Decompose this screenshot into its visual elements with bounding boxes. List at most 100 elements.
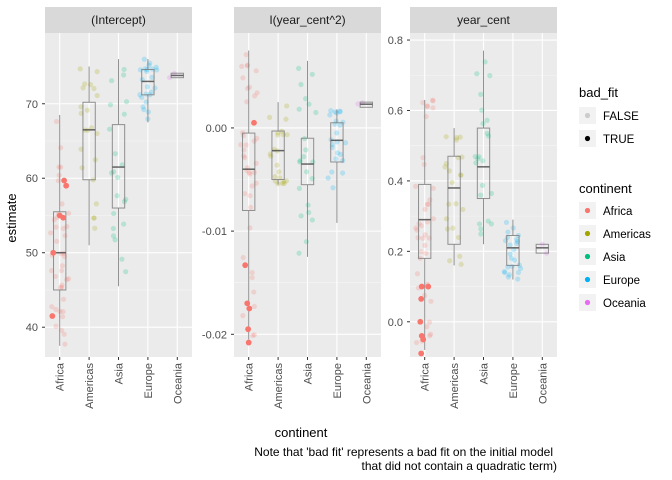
data-point	[514, 236, 520, 243]
data-point	[450, 225, 456, 231]
x-tick-label-asia: Asia	[303, 362, 315, 384]
data-point	[422, 242, 428, 248]
bad-fit-point	[251, 119, 257, 126]
bad-fit-point	[61, 177, 68, 184]
data-point	[502, 269, 508, 276]
data-point	[112, 151, 118, 157]
data-point	[53, 323, 59, 329]
box-europe	[330, 109, 344, 223]
data-point	[60, 309, 66, 315]
legend-symbol-oceania	[584, 299, 591, 306]
data-point	[243, 52, 249, 58]
data-point	[109, 78, 115, 84]
data-point	[253, 68, 259, 74]
bad-fit-point	[418, 283, 425, 290]
data-point	[240, 133, 247, 139]
data-point	[110, 233, 117, 239]
data-point	[442, 164, 448, 170]
legend-symbol-true	[584, 135, 591, 142]
legend-label: Asia	[603, 252, 626, 264]
data-point	[478, 91, 484, 97]
data-point	[107, 102, 114, 108]
legend-label: Africa	[603, 206, 633, 218]
data-point	[240, 254, 246, 261]
data-point	[140, 104, 146, 110]
data-point	[284, 132, 290, 138]
data-point	[84, 107, 90, 113]
box-iqr	[447, 155, 461, 245]
bad-fit-point	[56, 212, 63, 219]
box-europe	[506, 219, 520, 280]
data-point	[414, 339, 420, 346]
data-point	[337, 108, 343, 114]
box-oceania	[359, 101, 373, 108]
data-point	[424, 324, 430, 330]
box-iqr	[82, 101, 96, 181]
facet-strip	[410, 7, 557, 33]
data-point	[252, 93, 258, 99]
data-point	[59, 263, 65, 269]
data-point	[455, 234, 462, 241]
facet-strip	[45, 7, 192, 33]
bad-fit-point	[420, 336, 427, 343]
data-point	[305, 202, 311, 208]
data-point	[249, 274, 255, 281]
data-point	[430, 105, 436, 111]
facet-panel-3: year_cent 0.0 0.2 0.4 0.6 0.8 Africa Americas As…	[388, 7, 557, 409]
data-point	[53, 224, 59, 230]
data-point	[506, 272, 512, 278]
legend-symbol-americas	[584, 230, 591, 237]
data-point	[246, 84, 253, 90]
data-point	[476, 221, 483, 227]
data-point	[298, 81, 304, 88]
data-point	[247, 225, 253, 231]
data-point	[243, 142, 249, 148]
data-point	[484, 130, 490, 136]
x-tick-label-americas: Americas	[449, 363, 461, 409]
data-point	[475, 156, 481, 162]
data-point	[94, 69, 100, 75]
data-point	[78, 104, 84, 110]
data-point	[119, 162, 125, 168]
data-point	[121, 66, 127, 73]
data-point	[480, 158, 486, 164]
data-point	[240, 75, 246, 81]
data-point	[281, 179, 287, 185]
data-point	[340, 170, 346, 176]
data-point	[59, 327, 65, 333]
data-point	[413, 225, 419, 231]
y-tick-label: 0.8	[388, 35, 403, 47]
data-point	[92, 225, 98, 231]
data-point	[338, 151, 344, 158]
legend-label: FALSE	[603, 111, 639, 123]
data-point	[91, 215, 97, 221]
data-point	[418, 249, 424, 255]
y-tick-label: 70	[26, 99, 38, 111]
data-point	[66, 276, 72, 282]
data-point	[416, 221, 422, 227]
facet-title: year_cent	[457, 13, 510, 27]
data-point	[142, 66, 148, 72]
data-point	[424, 219, 431, 225]
facet-title: I(year_cent^2)	[269, 13, 345, 27]
data-point	[426, 319, 433, 325]
y-tick-label: 40	[26, 322, 38, 334]
y-tick-label: 0.6	[388, 105, 403, 117]
data-point	[502, 238, 509, 244]
data-point	[303, 147, 309, 153]
data-point	[460, 206, 466, 213]
data-point	[62, 233, 68, 239]
data-point	[53, 306, 59, 313]
legend-label: Oceania	[603, 298, 646, 310]
box-iqr	[535, 243, 549, 254]
y-tick-label: 50	[26, 248, 38, 260]
data-point	[424, 201, 430, 207]
data-point	[281, 181, 287, 187]
data-point	[80, 85, 86, 91]
legend-symbol-false	[584, 112, 591, 119]
legend-symbol-africa	[584, 207, 591, 214]
x-tick-label-americas: Americas	[273, 363, 285, 409]
data-point	[427, 331, 434, 337]
data-point	[91, 215, 97, 221]
data-point	[56, 164, 62, 170]
